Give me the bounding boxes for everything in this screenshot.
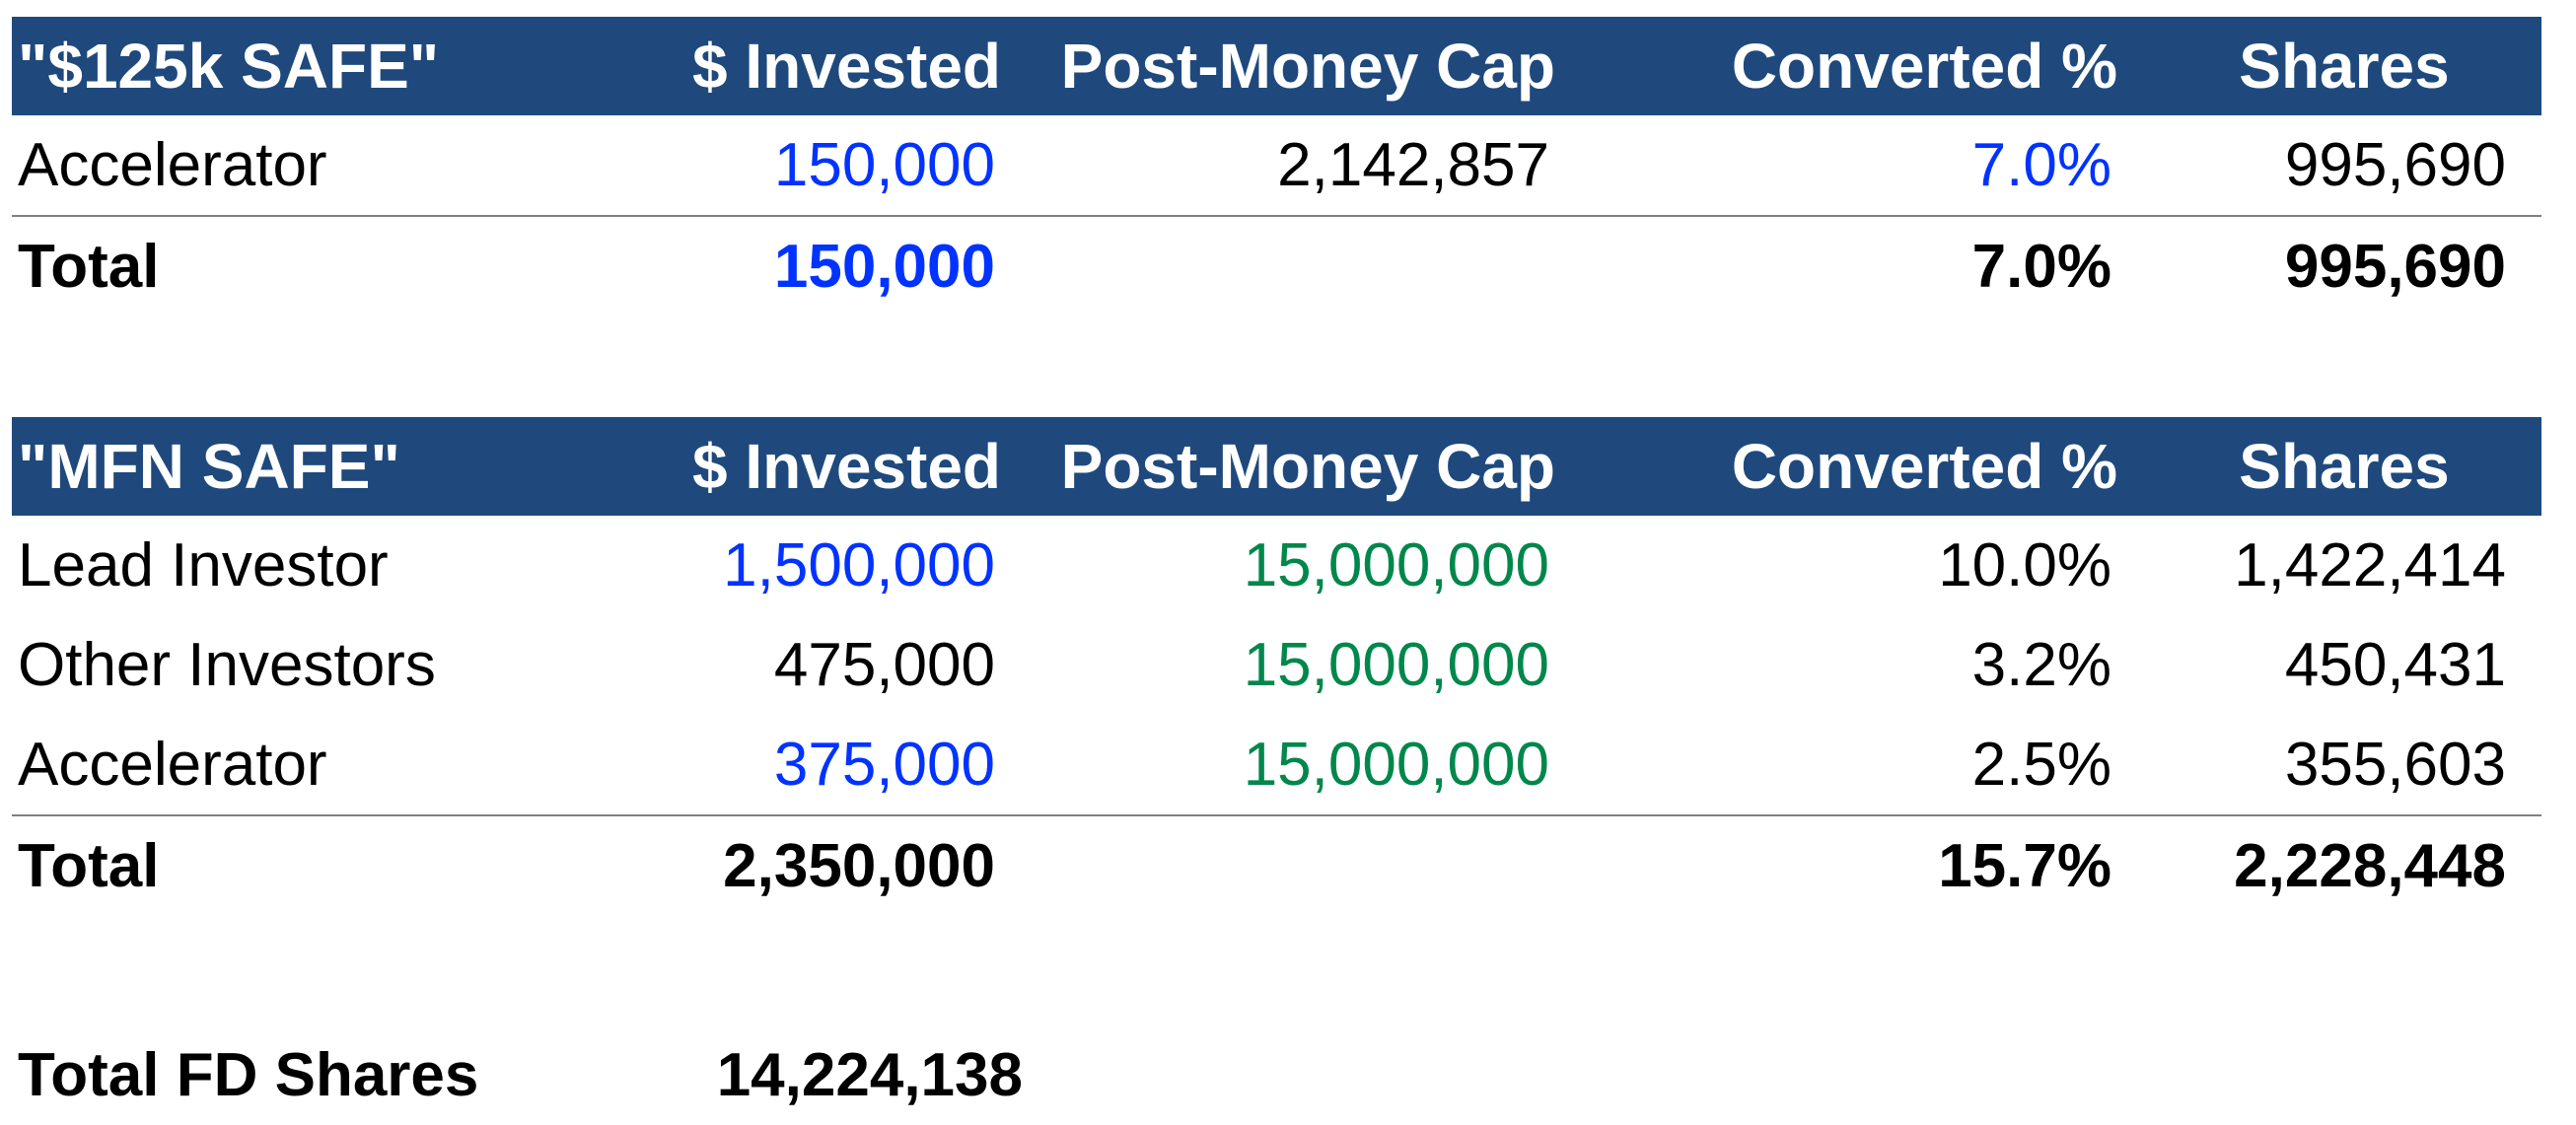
header-converted-pct[interactable]: Converted % xyxy=(1585,417,2147,516)
table-row: Lead Investor 1,500,000 15,000,000 10.0%… xyxy=(12,516,2541,615)
cap-cell[interactable]: 15,000,000 xyxy=(1031,715,1585,816)
total-fd-shares-row: Total FD Shares 14,224,138 xyxy=(12,1025,1031,1125)
header-post-money-cap[interactable]: Post-Money Cap xyxy=(1031,417,1585,516)
total-pct-cell[interactable]: 7.0% xyxy=(1971,233,2111,301)
header-row: "MFN SAFE" $ Invested Post-Money Cap Con… xyxy=(12,417,2541,516)
total-row: Total 150,000 7.0% 995,690 xyxy=(12,216,2541,316)
mfn-safe-table: "MFN SAFE" $ Invested Post-Money Cap Con… xyxy=(12,417,2541,916)
total-row: Total 2,350,000 15.7% 2,228,448 xyxy=(12,815,2541,916)
total-label[interactable]: Total xyxy=(18,233,160,301)
total-label[interactable]: Total xyxy=(18,832,160,900)
section-title[interactable]: "$125k SAFE" xyxy=(12,17,633,115)
invested-cell[interactable]: 1,500,000 xyxy=(723,531,995,599)
total-shares-cell[interactable]: 995,690 xyxy=(2284,233,2506,301)
total-cap-cell[interactable] xyxy=(1031,815,1585,916)
shares-cell[interactable]: 450,431 xyxy=(2284,631,2506,699)
invested-cell[interactable]: 150,000 xyxy=(633,115,1031,217)
shares-cell[interactable]: 355,603 xyxy=(2147,715,2541,816)
header-row: "$125k SAFE" $ Invested Post-Money Cap C… xyxy=(12,17,2541,115)
total-pct-cell[interactable]: 15.7% xyxy=(1938,832,2111,900)
invested-cell[interactable]: 375,000 xyxy=(633,715,1031,816)
safe-125k-table: "$125k SAFE" $ Invested Post-Money Cap C… xyxy=(12,17,2541,316)
total-invested-cell[interactable]: 2,350,000 xyxy=(723,832,995,900)
total-fd-shares-label[interactable]: Total FD Shares xyxy=(18,1041,479,1109)
investor-name[interactable]: Accelerator xyxy=(12,115,633,217)
header-shares[interactable]: Shares xyxy=(2147,17,2541,115)
investor-name[interactable]: Accelerator xyxy=(12,715,633,816)
converted-pct-cell[interactable]: 10.0% xyxy=(1938,531,2111,599)
section-title[interactable]: "MFN SAFE" xyxy=(12,417,633,516)
total-invested-cell[interactable]: 150,000 xyxy=(773,233,995,301)
converted-pct-cell[interactable]: 3.2% xyxy=(1971,631,2111,699)
investor-name[interactable]: Lead Investor xyxy=(18,531,389,599)
converted-pct-cell[interactable]: 7.0% xyxy=(1585,115,2147,217)
header-invested[interactable]: $ Invested xyxy=(633,417,1031,516)
cap-cell[interactable]: 15,000,000 xyxy=(1243,531,1549,599)
shares-cell[interactable]: 995,690 xyxy=(2147,115,2541,217)
header-post-money-cap[interactable]: Post-Money Cap xyxy=(1031,17,1585,115)
cap-cell[interactable]: 15,000,000 xyxy=(1243,631,1549,699)
total-shares-cell[interactable]: 2,228,448 xyxy=(2234,832,2506,900)
header-converted-pct[interactable]: Converted % xyxy=(1585,17,2147,115)
cap-cell[interactable]: 2,142,857 xyxy=(1031,115,1585,217)
table-row: Other Investors 475,000 15,000,000 3.2% … xyxy=(12,615,2541,715)
header-invested[interactable]: $ Invested xyxy=(633,17,1031,115)
table-row: Accelerator 150,000 2,142,857 7.0% 995,6… xyxy=(12,115,2541,217)
shares-cell[interactable]: 1,422,414 xyxy=(2234,531,2506,599)
table-row: Accelerator 375,000 15,000,000 2.5% 355,… xyxy=(12,715,2541,816)
total-cap-cell[interactable] xyxy=(1031,216,1585,316)
converted-pct-cell[interactable]: 2.5% xyxy=(1585,715,2147,816)
header-shares[interactable]: Shares xyxy=(2147,417,2541,516)
total-fd-shares-value[interactable]: 14,224,138 xyxy=(716,1041,1023,1109)
invested-cell[interactable]: 475,000 xyxy=(773,631,995,699)
investor-name[interactable]: Other Investors xyxy=(18,631,436,699)
